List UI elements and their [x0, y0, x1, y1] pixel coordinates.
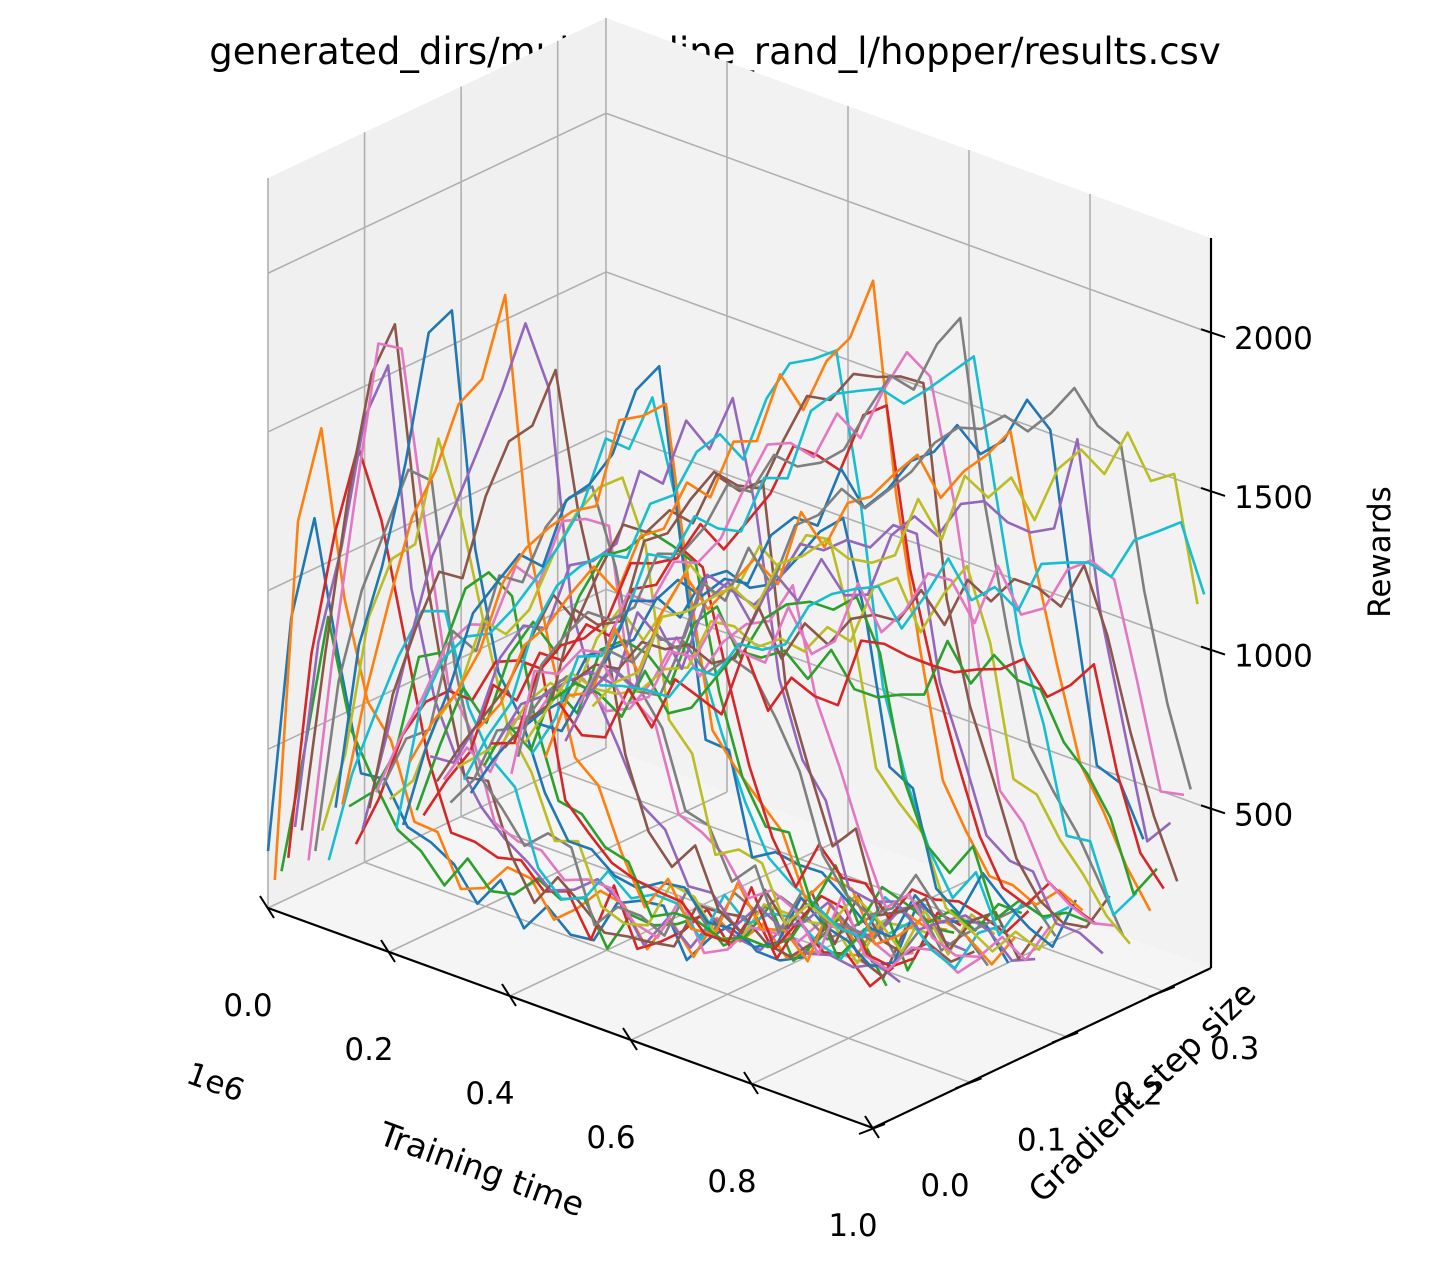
series-line [361, 321, 969, 953]
x-tick [501, 983, 517, 1007]
y-tick-label: 0.0 [920, 1168, 969, 1204]
series-line [435, 473, 1044, 961]
tick-marks [259, 328, 1226, 1139]
series-line [375, 517, 982, 975]
z-tick [1200, 645, 1226, 656]
tick-labels: 0.0 0.2 0.4 0.6 0.8 1.0 0.0 0.1 0.2 0.3 500 1000 150… [223, 321, 1313, 1244]
series-line [516, 316, 1125, 937]
x-tick-label: 0.6 [586, 1120, 635, 1156]
z-grid-line [267, 271, 607, 433]
y-tick-label: 0.3 [1210, 1031, 1259, 1067]
series-line [266, 516, 875, 964]
series-line [287, 445, 895, 988]
y-tick [1148, 985, 1176, 998]
series-line [388, 476, 996, 956]
z-tick [1200, 486, 1226, 497]
x-axis-line [267, 906, 874, 1130]
x-axis-label: Training time [373, 1114, 590, 1225]
series-line [564, 437, 1172, 843]
x-tick-label: 0.2 [344, 1032, 393, 1068]
z-tick-label: 1000 [1234, 639, 1313, 675]
x-tick [864, 1115, 880, 1139]
series-line [348, 570, 955, 972]
z-tick-label: 2000 [1234, 321, 1313, 357]
y-tick [955, 1077, 982, 1090]
series-line [381, 485, 989, 967]
series-lines [266, 279, 1206, 988]
x-tick [380, 939, 396, 963]
series-line [584, 386, 1192, 790]
series-line [462, 349, 1070, 937]
series-line [422, 545, 1030, 935]
x-tick-label: 1.0 [828, 1208, 877, 1244]
z-tick-label: 1500 [1234, 480, 1313, 516]
series-line [327, 609, 935, 961]
series-line [599, 520, 1206, 699]
series-line [442, 583, 1050, 962]
z-grid-line [605, 271, 1212, 493]
series-line [293, 364, 901, 984]
series-line [476, 279, 1084, 912]
y-tick [858, 1123, 886, 1135]
series-line [557, 639, 1165, 890]
x-tick-label: 0.8 [707, 1164, 756, 1200]
series-line [503, 372, 1111, 929]
x-tick-label: 0.0 [223, 988, 272, 1024]
y-tick-label: 0.2 [1113, 1077, 1162, 1113]
series-line [429, 396, 1036, 963]
y-grid-line [364, 861, 970, 1084]
series-line [571, 563, 1179, 882]
x-tick [743, 1071, 759, 1095]
z-grid-line [605, 112, 1212, 334]
z-tick [1200, 804, 1226, 815]
y-tick-label: 0.1 [1017, 1122, 1066, 1158]
y-grid-line [557, 770, 1163, 992]
z-grid-line [267, 112, 607, 274]
series-line [307, 342, 914, 958]
series-line [551, 639, 1158, 896]
series-line [341, 293, 948, 963]
series-line [591, 431, 1199, 708]
z-tick [1200, 328, 1226, 339]
z-axis-label: Rewards [1362, 486, 1398, 618]
y-grid-line [460, 815, 1067, 1038]
y-tick [1051, 1031, 1079, 1044]
z-grid-line [605, 429, 1212, 652]
x-tick [259, 895, 275, 919]
series-line [530, 355, 1138, 917]
x-tick-label: 0.4 [465, 1076, 514, 1112]
x-axis-offset-label: 1e6 [182, 1056, 249, 1110]
z-tick-label: 500 [1234, 797, 1293, 833]
z-grid-line [267, 429, 607, 592]
x-tick [622, 1027, 638, 1051]
series-line [368, 368, 975, 964]
series-line [300, 322, 908, 979]
